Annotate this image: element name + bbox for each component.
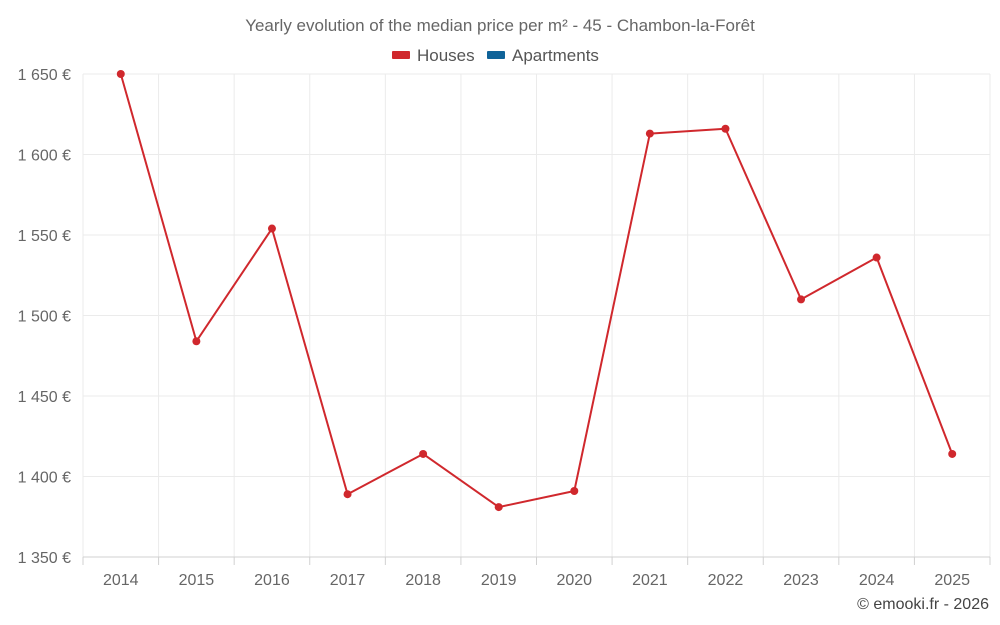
data-point-houses[interactable] (343, 490, 352, 499)
data-point-houses[interactable] (645, 129, 654, 138)
x-tick-label: 2024 (859, 572, 895, 589)
data-point-houses[interactable] (721, 124, 730, 133)
y-tick-label: 1 450 € (18, 389, 71, 406)
x-tick-label: 2021 (632, 572, 668, 589)
data-point-houses[interactable] (948, 449, 957, 458)
data-point-houses[interactable] (494, 503, 503, 512)
data-point-houses[interactable] (116, 70, 125, 78)
series-houses (116, 70, 957, 512)
data-point-houses[interactable] (267, 224, 276, 233)
data-point-houses[interactable] (570, 486, 579, 495)
legend: Houses Apartments (392, 46, 599, 65)
data-point-houses[interactable] (419, 449, 428, 458)
x-tick-label: 2022 (708, 572, 744, 589)
y-tick-label: 1 350 € (18, 550, 71, 567)
y-tick-label: 1 500 € (18, 309, 71, 326)
x-axis: 2014 2015 2016 2017 2018 2019 2020 2021 2022 2023… (82, 556, 991, 589)
grid-lines (82, 73, 991, 557)
legend-label-houses: Houses (417, 46, 475, 65)
x-tick-label: 2025 (934, 572, 970, 589)
x-tick-label: 2023 (783, 572, 819, 589)
series-line-houses (119, 73, 954, 509)
x-tick-label: 2016 (254, 572, 290, 589)
x-tick-label: 2018 (405, 572, 441, 589)
y-tick-label: 1 400 € (18, 470, 71, 487)
credit-text: © emooki.fr - 2026 (857, 596, 989, 613)
x-tick-label: 2020 (556, 572, 592, 589)
legend-swatch-houses (392, 51, 410, 59)
y-axis: 1 350 € 1 400 € 1 450 € 1 500 € 1 550 € 1 600… (18, 67, 71, 567)
y-tick-label: 1 550 € (18, 228, 71, 245)
legend-swatch-apartments (487, 51, 505, 59)
x-tick-label: 2017 (330, 572, 366, 589)
data-point-houses[interactable] (192, 337, 201, 346)
x-tick-label: 2019 (481, 572, 517, 589)
x-tick-label: 2014 (103, 572, 139, 589)
legend-item-houses[interactable]: Houses (392, 46, 475, 65)
legend-item-apartments[interactable]: Apartments (487, 46, 599, 65)
data-point-houses[interactable] (797, 295, 806, 304)
x-tick-label: 2015 (179, 572, 215, 589)
legend-label-apartments: Apartments (512, 46, 599, 65)
data-point-houses[interactable] (872, 253, 881, 262)
chart-title: Yearly evolution of the median price per… (245, 16, 755, 35)
y-tick-label: 1 600 € (18, 148, 71, 165)
y-tick-label: 1 650 € (18, 67, 71, 84)
